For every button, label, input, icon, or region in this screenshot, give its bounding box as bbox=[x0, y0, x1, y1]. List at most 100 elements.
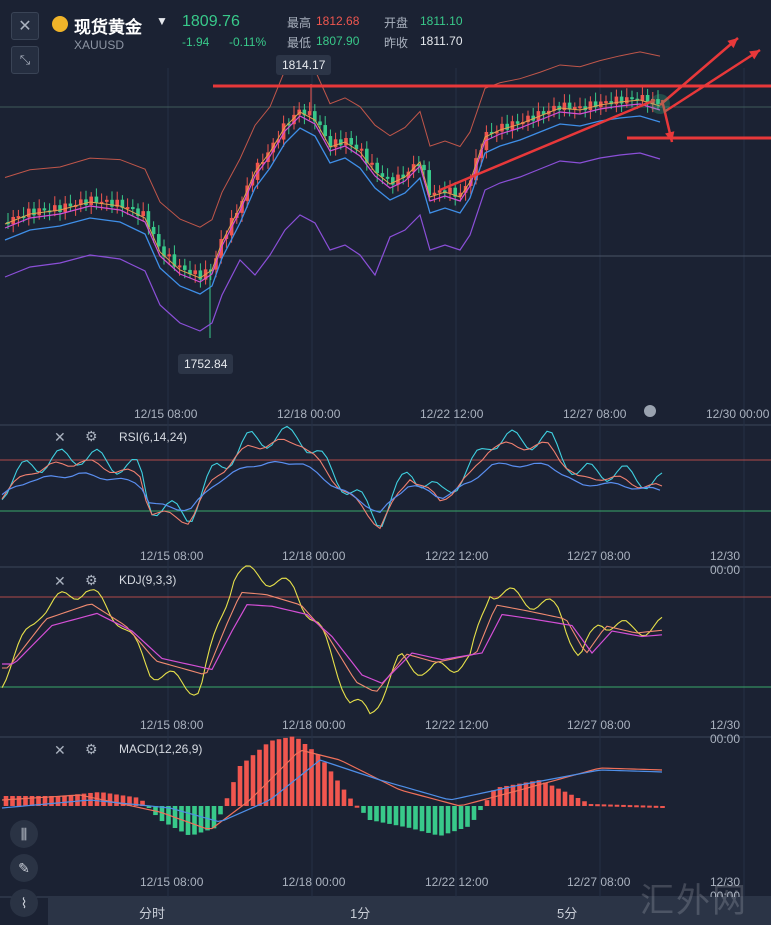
timeframe-tab[interactable]: 5分 bbox=[557, 906, 578, 921]
macd-histogram-bar bbox=[497, 787, 503, 806]
x-label: 12/30 00:00 bbox=[706, 407, 770, 421]
candle-body bbox=[281, 123, 286, 140]
prev-close-value: 1811.70 bbox=[420, 34, 463, 48]
candle-body bbox=[432, 192, 437, 196]
settings-icon[interactable]: ⚙ bbox=[85, 741, 98, 757]
collapse-button[interactable]: ⤡ bbox=[11, 46, 39, 74]
last-price: 1809.76 bbox=[182, 13, 240, 30]
macd-histogram-bar bbox=[432, 806, 438, 835]
price-change: -1.94 bbox=[182, 35, 210, 49]
candle-body bbox=[172, 254, 177, 267]
candle-body bbox=[177, 265, 182, 268]
candle-body bbox=[255, 162, 260, 180]
close-icon[interactable]: ✕ bbox=[54, 429, 66, 445]
macd-histogram-bar bbox=[3, 796, 9, 806]
rsi-line-24 bbox=[1, 460, 661, 513]
settings-icon[interactable]: ⚙ bbox=[85, 428, 98, 444]
candle-body bbox=[359, 148, 364, 151]
close-button[interactable]: ✕ bbox=[11, 12, 39, 40]
candle-body bbox=[593, 101, 598, 108]
candle-body bbox=[365, 148, 369, 164]
x-label: 12/15 08:00 bbox=[140, 875, 204, 889]
macd-dea-line bbox=[1, 759, 663, 823]
pencil-icon: ✎ bbox=[18, 859, 30, 876]
macd-histogram-bar bbox=[452, 806, 457, 832]
candle-body bbox=[292, 114, 296, 125]
macd-histogram-bar bbox=[348, 798, 353, 806]
candle-body bbox=[167, 254, 171, 257]
instrument-symbol: XAUUSD bbox=[74, 38, 125, 52]
candle-body bbox=[125, 207, 130, 210]
macd-histogram-bar bbox=[10, 796, 15, 806]
candle-body bbox=[328, 136, 333, 148]
macd-histogram-bar bbox=[62, 795, 67, 806]
candle-body bbox=[645, 95, 650, 105]
kdj-d-line bbox=[2, 603, 663, 684]
macd-histogram-bar bbox=[250, 755, 256, 806]
candle-body bbox=[349, 138, 353, 145]
candle-body bbox=[89, 196, 93, 206]
bollinger-lower bbox=[4, 152, 661, 332]
timeframe-tab[interactable]: 分时 bbox=[139, 906, 166, 921]
settings-icon[interactable]: ⚙ bbox=[85, 572, 98, 588]
macd-histogram-bar bbox=[413, 806, 418, 830]
macd-histogram-bar bbox=[523, 782, 529, 806]
candle-body bbox=[614, 96, 619, 105]
macd-histogram-bar bbox=[387, 806, 392, 824]
macd-histogram-bar bbox=[634, 805, 639, 808]
price-change-pct: -0.11% bbox=[229, 35, 267, 49]
macd-histogram-bar bbox=[179, 806, 184, 832]
trend-tool-button[interactable]: ⌇ bbox=[10, 889, 38, 917]
candle-body bbox=[448, 187, 452, 194]
rsi-line-14 bbox=[1, 438, 663, 530]
candle-body bbox=[437, 190, 442, 193]
macd-histogram-bar bbox=[211, 806, 217, 829]
macd-histogram-bar bbox=[16, 796, 22, 806]
x-label: 12/27 08:00 bbox=[567, 875, 631, 889]
macd-histogram-bar bbox=[36, 796, 41, 806]
macd-histogram-bar bbox=[198, 806, 204, 833]
chevron-down-icon[interactable]: ▼ bbox=[156, 14, 168, 28]
candle-body bbox=[541, 111, 546, 115]
macd-histogram-bar bbox=[107, 793, 113, 806]
macd-histogram-bar bbox=[146, 806, 152, 808]
macd-histogram-bar bbox=[75, 794, 80, 806]
scroll-handle[interactable] bbox=[644, 405, 656, 417]
macd-histogram-bar bbox=[601, 804, 607, 807]
candle-body bbox=[84, 199, 88, 206]
candle-body bbox=[536, 111, 541, 121]
macd-histogram-bar bbox=[120, 795, 126, 806]
macd-histogram-bar bbox=[68, 794, 74, 806]
candle-body bbox=[453, 187, 457, 197]
high-label: 最高 bbox=[287, 16, 312, 30]
arrow bbox=[663, 48, 761, 114]
macd-histogram-bar bbox=[283, 737, 288, 806]
candle-body bbox=[401, 174, 405, 179]
macd-histogram-bar bbox=[101, 792, 106, 806]
moving-average-magenta bbox=[4, 103, 661, 283]
instrument-title[interactable]: 现货黄金 bbox=[74, 18, 142, 37]
timeframe-tab[interactable]: 1分 bbox=[350, 906, 371, 921]
draw-tool-button[interactable]: ✎ bbox=[10, 854, 38, 882]
macd-histogram-bar bbox=[367, 806, 373, 820]
candle-body bbox=[578, 106, 582, 109]
candle-body bbox=[53, 205, 57, 212]
macd-histogram-bar bbox=[29, 796, 35, 806]
candle-body bbox=[235, 212, 239, 218]
macd-histogram-bar bbox=[426, 806, 431, 833]
kdj-j-line bbox=[1, 565, 663, 715]
gold-coin-icon bbox=[52, 16, 68, 32]
candle-body bbox=[287, 123, 291, 126]
candle-body bbox=[99, 201, 104, 204]
macd-histogram-bar bbox=[504, 785, 509, 806]
x-label: 12/22 12:00 bbox=[425, 875, 489, 889]
macd-histogram-bar bbox=[335, 780, 340, 806]
candle-body bbox=[63, 203, 67, 212]
indicator-tool-button[interactable]: ⫼ bbox=[10, 820, 38, 848]
close-icon[interactable]: ✕ bbox=[54, 573, 66, 589]
moving-average-blue bbox=[4, 115, 661, 295]
candle-body bbox=[333, 139, 338, 148]
macd-histogram-bar bbox=[257, 749, 262, 806]
close-icon[interactable]: ✕ bbox=[54, 742, 66, 758]
